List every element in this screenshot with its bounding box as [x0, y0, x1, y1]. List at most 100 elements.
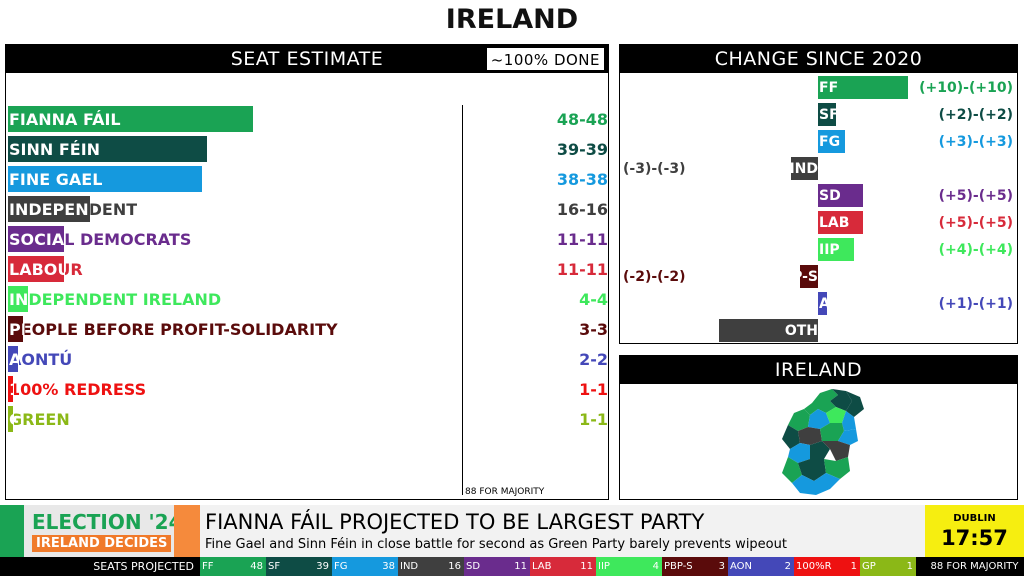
- projected-segment: SF 39: [266, 557, 332, 576]
- seat-row: SINN FÉIN 39-39: [8, 136, 608, 162]
- change-value: (+5)-(+5): [938, 188, 1013, 204]
- seat-bar: [8, 286, 29, 312]
- map-region-west-north: [788, 409, 810, 431]
- change-row: AON (+1)-(+1): [620, 292, 1017, 315]
- map-region-dublin: [838, 429, 858, 445]
- change-bar: [800, 265, 818, 288]
- seat-estimate-heading: SEAT ESTIMATE ~100% DONE: [6, 45, 608, 73]
- seats-projected-label: SEATS PROJECTED: [93, 560, 194, 573]
- seat-party-name: SINN FÉIN: [9, 136, 100, 162]
- seat-party-value: 38-38: [556, 170, 608, 189]
- seat-row: SOCIAL DEMOCRATS 11-11: [8, 226, 608, 252]
- map-region-north: [830, 389, 852, 411]
- projected-segment: PBP-S 3: [662, 557, 728, 576]
- majority-label: 88 FOR MAJORITY: [465, 487, 545, 497]
- projected-segment-seats: 2: [784, 561, 791, 572]
- majority-line: [462, 105, 463, 495]
- projected-segment: LAB 11: [530, 557, 596, 576]
- seat-row: AONTÚ 2-2: [8, 346, 608, 372]
- map-region-midlands: [798, 427, 822, 445]
- change-party-abbr: IIP: [819, 242, 840, 258]
- change-value: (-2)-(-2): [623, 269, 686, 285]
- seat-bar: [8, 136, 207, 162]
- projected-segment: IND 16: [398, 557, 464, 576]
- change-value: (+4)-(+4): [938, 242, 1013, 258]
- change-value: (+10)-(+10): [919, 80, 1013, 96]
- change-party-abbr: OTH: [784, 323, 818, 339]
- page-title: IRELAND: [445, 4, 579, 35]
- seat-party-name: FINE GAEL: [9, 166, 102, 192]
- projected-segment: IIP 4: [596, 557, 662, 576]
- change-bar: [818, 292, 827, 315]
- map-region-border: [826, 407, 846, 423]
- projected-segment: AON 2: [728, 557, 794, 576]
- projected-segment-abbr: IIP: [598, 561, 610, 572]
- seat-bar: [8, 226, 65, 252]
- projected-segment-abbr: LAB: [532, 561, 552, 572]
- projected-segment-seats: 16: [448, 561, 461, 572]
- seat-bar: [8, 316, 24, 342]
- change-bar: [791, 157, 818, 180]
- seat-party-name: LABOUR: [9, 256, 83, 282]
- map-region-east-north: [842, 411, 856, 431]
- seat-bar: [8, 106, 253, 132]
- map-region-west: [782, 425, 800, 449]
- seat-party-name: AONTÚ: [9, 346, 72, 372]
- change-row: FF (+10)-(+10): [620, 76, 1017, 99]
- projected-segment-abbr: SF: [268, 561, 281, 572]
- change-bar: [818, 184, 863, 207]
- projected-segment: FF 48: [200, 557, 266, 576]
- seat-row: INDEPENDENT 16-16: [8, 196, 608, 222]
- seat-row: INDEPENDENT IRELAND 4-4: [8, 286, 608, 312]
- seat-party-name: INDEPENDENT: [9, 196, 137, 222]
- change-row: IND (-3)-(-3): [620, 157, 1017, 180]
- change-row: SF (+2)-(+2): [620, 103, 1017, 126]
- projected-segment-seats: 39: [316, 561, 329, 572]
- ireland-map: [782, 389, 864, 495]
- election-brand: ELECTION '24 IRELAND DECIDES: [24, 505, 183, 557]
- change-bar: [818, 103, 836, 126]
- change-party-abbr: FG: [819, 134, 841, 150]
- change-party-abbr: PBP-S: [771, 269, 818, 285]
- change-party-abbr: SD: [819, 188, 841, 204]
- projected-segment-abbr: 100%R: [796, 561, 832, 572]
- change-party-abbr: FF: [819, 80, 839, 96]
- change-value: (+1)-(+1): [938, 296, 1013, 312]
- seat-party-value: 1-1: [579, 380, 608, 399]
- seat-party-name: SOCIAL DEMOCRATS: [9, 226, 191, 252]
- seat-bar: [8, 406, 14, 432]
- change-bar: [818, 238, 854, 261]
- brand-subtitle: IRELAND DECIDES: [32, 535, 172, 552]
- change-row: FG (+3)-(+3): [620, 130, 1017, 153]
- change-value: (-3)-(-3): [623, 161, 686, 177]
- change-row: IIP (+4)-(+4): [620, 238, 1017, 261]
- map-region-midlands-south: [810, 441, 830, 459]
- projected-segment-seats: 4: [652, 561, 659, 572]
- change-bar: [818, 130, 845, 153]
- seats-projected-bar: SEATS PROJECTED FF 48 SF 39 FG 38 IND 16 SD 11 LAB…: [0, 557, 1024, 576]
- projected-segment-abbr: FG: [334, 561, 348, 572]
- map-region-southeast: [824, 457, 850, 479]
- map-region-east: [822, 441, 850, 461]
- seat-estimate-panel: SEAT ESTIMATE ~100% DONE FIANNA FÁIL 48-4…: [5, 44, 609, 500]
- seat-party-value: 39-39: [556, 140, 608, 159]
- seat-row: LABOUR 11-11: [8, 256, 608, 282]
- map-region-south-coast: [792, 473, 840, 495]
- map-region-midlands-north: [808, 409, 830, 429]
- projected-segment-seats: 1: [850, 561, 857, 572]
- change-party-abbr: AON: [819, 296, 854, 312]
- projected-segment-abbr: FF: [202, 561, 214, 572]
- change-bar: [818, 76, 908, 99]
- seat-party-value: 1-1: [579, 410, 608, 429]
- change-party-abbr: SF: [819, 107, 839, 123]
- map-region-south: [798, 459, 826, 481]
- change-value: (+5)-(+5): [938, 215, 1013, 231]
- seat-party-value: 11-11: [556, 260, 608, 279]
- seat-party-name: PEOPLE BEFORE PROFIT-SOLIDARITY: [9, 316, 338, 342]
- projected-segment-abbr: SD: [466, 561, 481, 572]
- change-bar: [719, 319, 818, 342]
- map-region-midwest: [788, 443, 810, 463]
- projected-segment: FG 38: [332, 557, 398, 576]
- clock-time: 17:57: [941, 526, 1008, 550]
- bottom-majority-label: 88 FOR MAJORITY: [930, 561, 1019, 572]
